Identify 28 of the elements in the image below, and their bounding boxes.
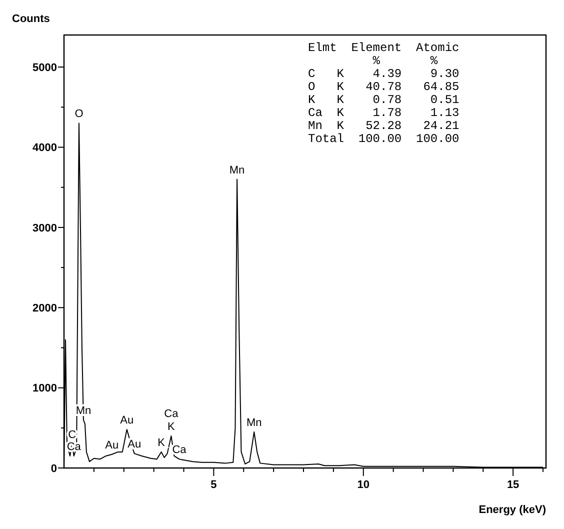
x-axis-title: Energy (keV) bbox=[478, 504, 546, 516]
annotation: C K 4.39 9.30 bbox=[308, 67, 460, 81]
y-tick-label: 0 bbox=[50, 462, 57, 475]
annotation: Total 100.00 100.00 bbox=[308, 132, 460, 146]
annotation: % % bbox=[308, 54, 438, 68]
x-tick-label: 10 bbox=[357, 479, 370, 491]
annotation: Ca bbox=[164, 408, 180, 420]
annotation: Mn bbox=[229, 164, 245, 176]
annotation: K bbox=[158, 436, 166, 449]
annotation: Au bbox=[105, 439, 119, 452]
x-tick-label: 5 bbox=[210, 479, 217, 491]
annotation: C bbox=[68, 428, 76, 441]
annotation: Au bbox=[120, 414, 134, 427]
annotation: Mn bbox=[246, 416, 262, 429]
annotation: Elmt Element Atomic bbox=[308, 41, 460, 55]
x-tick-label: 15 bbox=[506, 479, 520, 491]
annotation: O K 40.78 64.85 bbox=[308, 80, 460, 94]
y-tick-label: 3000 bbox=[32, 222, 57, 234]
annotation: O bbox=[74, 108, 84, 120]
y-tick-label: 1000 bbox=[32, 382, 57, 395]
y-axis-title: Counts bbox=[12, 13, 50, 25]
annotation: Ca K 1.78 1.13 bbox=[308, 106, 460, 120]
annotation: K bbox=[168, 420, 176, 433]
annotation: Mn K 52.28 24.21 bbox=[308, 119, 460, 133]
y-tick-label: 5000 bbox=[32, 62, 57, 74]
y-tick-label: 4000 bbox=[32, 142, 57, 154]
annotation: K K 0.78 0.51 bbox=[308, 93, 460, 107]
y-tick-label: 2000 bbox=[32, 302, 57, 314]
